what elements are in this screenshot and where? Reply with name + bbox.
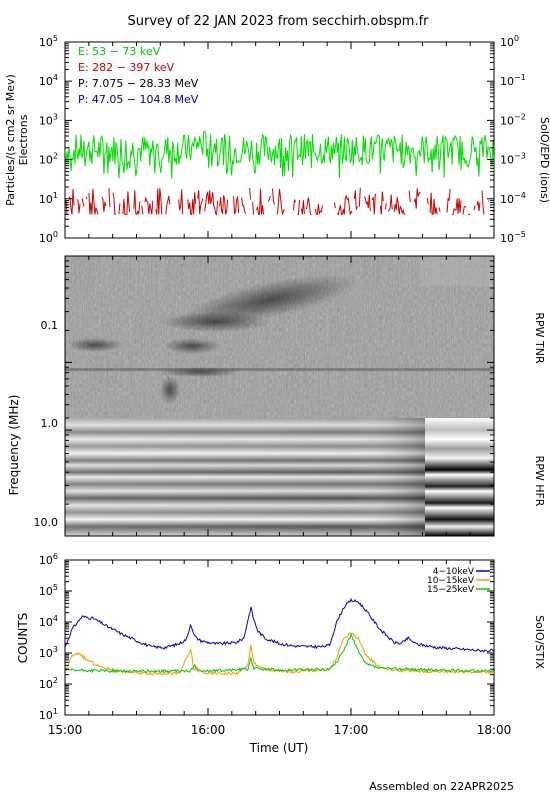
epd-ylabel-line1: Particles/(s cm2 sr Mev) — [4, 74, 17, 206]
epd-right-tick-label: 10−1 — [500, 73, 526, 88]
hfr-tick-1.0: 1.0 — [41, 417, 59, 430]
hfr-fade — [65, 418, 425, 536]
stix-panel: 101 102 103 104 105 106 COUNTS SoIO/STIX 4−10… — [16, 552, 546, 755]
stix-tick-label: 104 — [39, 614, 58, 629]
x-tick-label: 16:00 — [191, 723, 226, 737]
rpw-panel: 0.1 1.0 10.0 Frequency (MHz) RPW TNR RPW… — [7, 255, 546, 537]
hfr-right-label: RPW HFR — [533, 456, 546, 507]
legend-protons-low: P: 7.075 − 28.33 MeV — [78, 77, 199, 90]
stix-frame — [64, 559, 495, 716]
epd-right-tick-labels: 10−5 10−4 10−3 10−2 10−1 100 — [500, 34, 526, 245]
epd-left-tick-label: 101 — [39, 191, 58, 206]
legend-electrons-low: E: 53 − 73 keV — [78, 45, 161, 58]
x-tick-label: 15:00 — [48, 723, 83, 737]
epd-left-tick-label: 102 — [39, 152, 58, 167]
epd-left-tick-labels: 100 101 102 103 104 105 — [39, 34, 58, 245]
stix-legend-label: 15−25keV — [427, 585, 475, 595]
x-tick-label: 17:00 — [334, 723, 369, 737]
epd-left-tick-label: 103 — [39, 112, 58, 127]
epd-right-tick-label: 100 — [500, 34, 519, 49]
stix-tick-labels: 101 102 103 104 105 106 — [39, 552, 58, 722]
tnr-right-label: RPW TNR — [533, 312, 546, 364]
rpw-ylabel: Frequency (MHz) — [7, 395, 21, 496]
stix-tick-label: 102 — [39, 676, 58, 691]
stix-tick-label: 101 — [39, 707, 58, 722]
tnr-spectrogram — [65, 256, 494, 418]
epd-left-tick-label: 105 — [39, 34, 58, 49]
stix-legend-label: 4−10keV — [433, 567, 475, 577]
epd-right-tick-label: 10−4 — [500, 191, 526, 206]
tnr-band-lower — [160, 312, 270, 332]
stix-series-line — [65, 597, 494, 653]
epd-electrons-low-line — [65, 131, 494, 179]
hfr-spectrogram — [65, 418, 494, 536]
rpw-ticks — [64, 255, 495, 537]
epd-ylabel-line2: Electrons — [17, 114, 30, 165]
tnr-burst-3 — [160, 367, 240, 377]
stix-tick-label: 105 — [39, 583, 58, 598]
stix-right-label: SoIO/STIX — [533, 615, 546, 669]
tnr-tick-0.1: 0.1 — [41, 319, 59, 332]
stix-legend-label: 10−15keV — [427, 576, 475, 586]
figure-title: Survey of 22 JAN 2023 from secchirh.obsp… — [128, 14, 430, 29]
epd-right-tick-label: 10−2 — [500, 112, 526, 127]
legend-electrons-high: E: 282 − 397 keV — [78, 61, 175, 74]
stix-tick-label: 106 — [39, 552, 58, 567]
hfr-tick-10.0: 10.0 — [34, 516, 59, 529]
epd-legend: E: 53 − 73 keV E: 282 − 397 keV P: 7.075… — [78, 45, 199, 106]
epd-ticks — [64, 41, 495, 239]
epd-right-label: SoIO/EPD (ions) — [538, 117, 550, 203]
legend-protons-high: P: 47.05 − 104.8 MeV — [78, 93, 199, 106]
x-axis-label: Time (UT) — [249, 741, 309, 755]
epd-right-tick-label: 10−3 — [500, 152, 526, 167]
tnr-line — [65, 368, 494, 371]
tnr-burst-4 — [160, 376, 180, 404]
stix-ticks — [64, 559, 495, 716]
stix-series-group — [65, 597, 494, 676]
stix-tick-label: 103 — [39, 645, 58, 660]
stix-ylabel: COUNTS — [16, 613, 30, 664]
tnr-burst-2 — [67, 338, 123, 352]
stix-series-line — [65, 632, 494, 674]
tnr-burst-1 — [164, 338, 220, 354]
epd-right-tick-label: 10−5 — [500, 230, 526, 245]
hfr-bands-late — [425, 418, 494, 536]
x-tick-label: 18:00 — [477, 723, 512, 737]
epd-left-tick-label: 104 — [39, 73, 58, 88]
tnr-late-fade — [420, 256, 494, 286]
x-tick-labels: 15:00 16:00 17:00 18:00 — [48, 723, 512, 737]
epd-left-tick-label: 100 — [39, 230, 58, 245]
footer-assembled: Assembled on 22APR2025 — [369, 780, 514, 793]
